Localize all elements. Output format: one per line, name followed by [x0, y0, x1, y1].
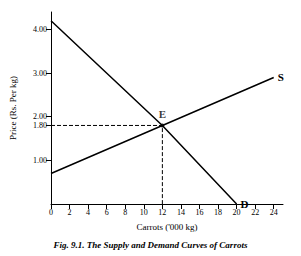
- svg-text:Fig. 9.1. The Supply and Deman: Fig. 9.1. The Supply and Demand Curves o…: [53, 240, 248, 250]
- svg-text:0: 0: [49, 208, 53, 217]
- svg-text:16: 16: [195, 208, 203, 217]
- svg-text:10: 10: [140, 208, 148, 217]
- svg-text:1.00: 1.00: [33, 156, 47, 165]
- svg-text:8: 8: [123, 208, 127, 217]
- svg-text:3.00: 3.00: [33, 69, 47, 78]
- svg-text:S: S: [278, 71, 284, 83]
- svg-text:14: 14: [177, 208, 185, 217]
- svg-text:Price (Rs. Per kg): Price (Rs. Per kg): [8, 76, 18, 140]
- svg-text:1.80: 1.80: [33, 121, 47, 130]
- svg-text:12: 12: [158, 208, 166, 217]
- svg-text:24: 24: [270, 208, 278, 217]
- svg-text:2.00: 2.00: [33, 112, 47, 121]
- svg-text:4: 4: [86, 208, 90, 217]
- svg-text:6: 6: [105, 208, 109, 217]
- svg-text:2: 2: [68, 208, 72, 217]
- svg-text:Carrots ('000 kg): Carrots ('000 kg): [136, 222, 197, 232]
- svg-text:18: 18: [214, 208, 222, 217]
- svg-text:4.00: 4.00: [33, 25, 47, 34]
- svg-text:E: E: [159, 108, 166, 120]
- svg-text:D: D: [241, 198, 249, 210]
- svg-text:20: 20: [233, 208, 241, 217]
- svg-text:22: 22: [251, 208, 259, 217]
